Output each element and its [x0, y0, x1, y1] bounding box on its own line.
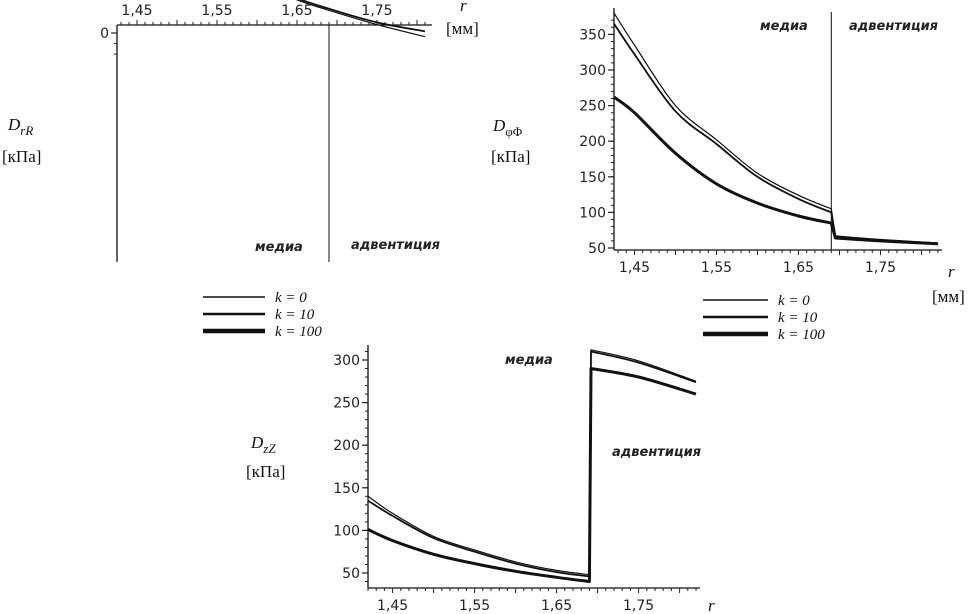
legend-label: k = 100 — [275, 324, 322, 340]
y-tick-label: 100 — [579, 205, 606, 221]
y-tick-label: 50 — [588, 241, 606, 257]
series-line-k0 — [367, 349, 697, 576]
series-line-k10 — [367, 350, 697, 578]
x-tick-label: 1,65 — [783, 260, 814, 276]
x-tick-label: 1,45 — [377, 598, 408, 614]
series-line-k0 — [295, 0, 426, 38]
y-axis-unit: [кПа] — [2, 147, 41, 166]
y-tick-label: 50 — [342, 566, 360, 582]
chart-dzz: r DzZ [кПа] медиа адвентиция — [246, 353, 715, 614]
legend-label: k = 0 — [275, 290, 307, 306]
x-tick-label: 1,55 — [459, 598, 490, 614]
legend-label: k = 10 — [778, 310, 818, 326]
chart-2-plot: 1,45 1,55 1,65 1,75 50 100 150 200 250 300 350 k = … — [579, 8, 942, 343]
y-label-sub: zZ — [262, 441, 276, 456]
series-line-k10 — [299, 0, 426, 33]
x-axis-unit: [мм] — [932, 287, 965, 306]
chart-drr: r [мм] DrR [кПа] медиа адвентиция — [2, 0, 479, 255]
x-tick-label: 1,55 — [201, 3, 232, 19]
y-label-main: D — [492, 116, 506, 135]
legend-label: k = 0 — [778, 293, 810, 309]
region-label-adventitia: адвентиция — [612, 445, 701, 460]
legend-label: k = 10 — [275, 307, 315, 323]
y-tick-label: 100 — [333, 523, 360, 539]
y-tick-label: 250 — [579, 99, 606, 115]
y-tick-label: 250 — [333, 396, 360, 412]
region-label-media: медиа — [255, 240, 303, 255]
legend: k = 0k = 10k = 100 — [703, 293, 825, 343]
x-axis-unit: [мм] — [446, 19, 479, 38]
y-tick-label: 300 — [333, 353, 360, 369]
y-tick-label: 350 — [579, 27, 606, 43]
x-tick-label: 1,75 — [623, 598, 654, 614]
y-tick-label: 0 — [100, 26, 109, 42]
region-label-media: медиа — [760, 19, 808, 34]
y-label-sub: rR — [20, 123, 33, 138]
x-tick-label: 1,75 — [865, 260, 896, 276]
region-label-media: медиа — [505, 353, 553, 368]
x-tick-label: 1,75 — [361, 3, 392, 19]
x-axis-label: r — [948, 262, 955, 281]
legend-label: k = 100 — [778, 327, 825, 343]
y-tick-label: 200 — [333, 438, 360, 454]
y-tick-label: 150 — [333, 481, 360, 497]
y-label-main: D — [7, 115, 21, 134]
chart-1-plot: 1,451,551,651,750-10-20-30-40k = 0k = 10… — [100, 0, 432, 340]
region-label-adventitia: адвентиция — [849, 19, 938, 34]
y-axis-unit: [кПа] — [491, 147, 530, 166]
x-tick-label: 1,65 — [541, 598, 572, 614]
x-tick-label: 1,45 — [121, 3, 152, 19]
x-tick-label: 1,65 — [281, 3, 312, 19]
chart-3-plot: 1,45 1,55 1,65 1,75 50 100 150 200 250 300 — [333, 345, 700, 614]
series-line-k100 — [367, 367, 697, 583]
x-axis-label: r — [708, 596, 715, 614]
y-axis-label: DrR — [7, 115, 33, 138]
x-tick-label: 1,55 — [701, 260, 732, 276]
series-line-k100 — [613, 95, 938, 246]
legend: k = 0k = 10k = 100 — [203, 290, 322, 340]
y-tick-label: 150 — [579, 170, 606, 186]
region-label-adventitia: адвентиция — [351, 238, 440, 253]
y-axis-label: DzZ — [250, 433, 276, 456]
y-axis-label: DφΦ — [492, 116, 523, 139]
x-tick-label: 1,45 — [619, 260, 650, 276]
y-tick-label: 300 — [579, 63, 606, 79]
y-tick-label: 200 — [579, 134, 606, 150]
chart-marks: 1,451,551,651,750-10-20-30-40k = 0k = 10… — [100, 0, 942, 614]
y-label-main: D — [250, 433, 264, 452]
y-axis-unit: [кПа] — [246, 462, 285, 481]
x-axis-label: r — [460, 0, 467, 15]
y-label-sub: φΦ — [505, 124, 523, 139]
chart-dphi: r [мм] DφΦ [кПа] медиа адвентиция — [491, 19, 965, 306]
